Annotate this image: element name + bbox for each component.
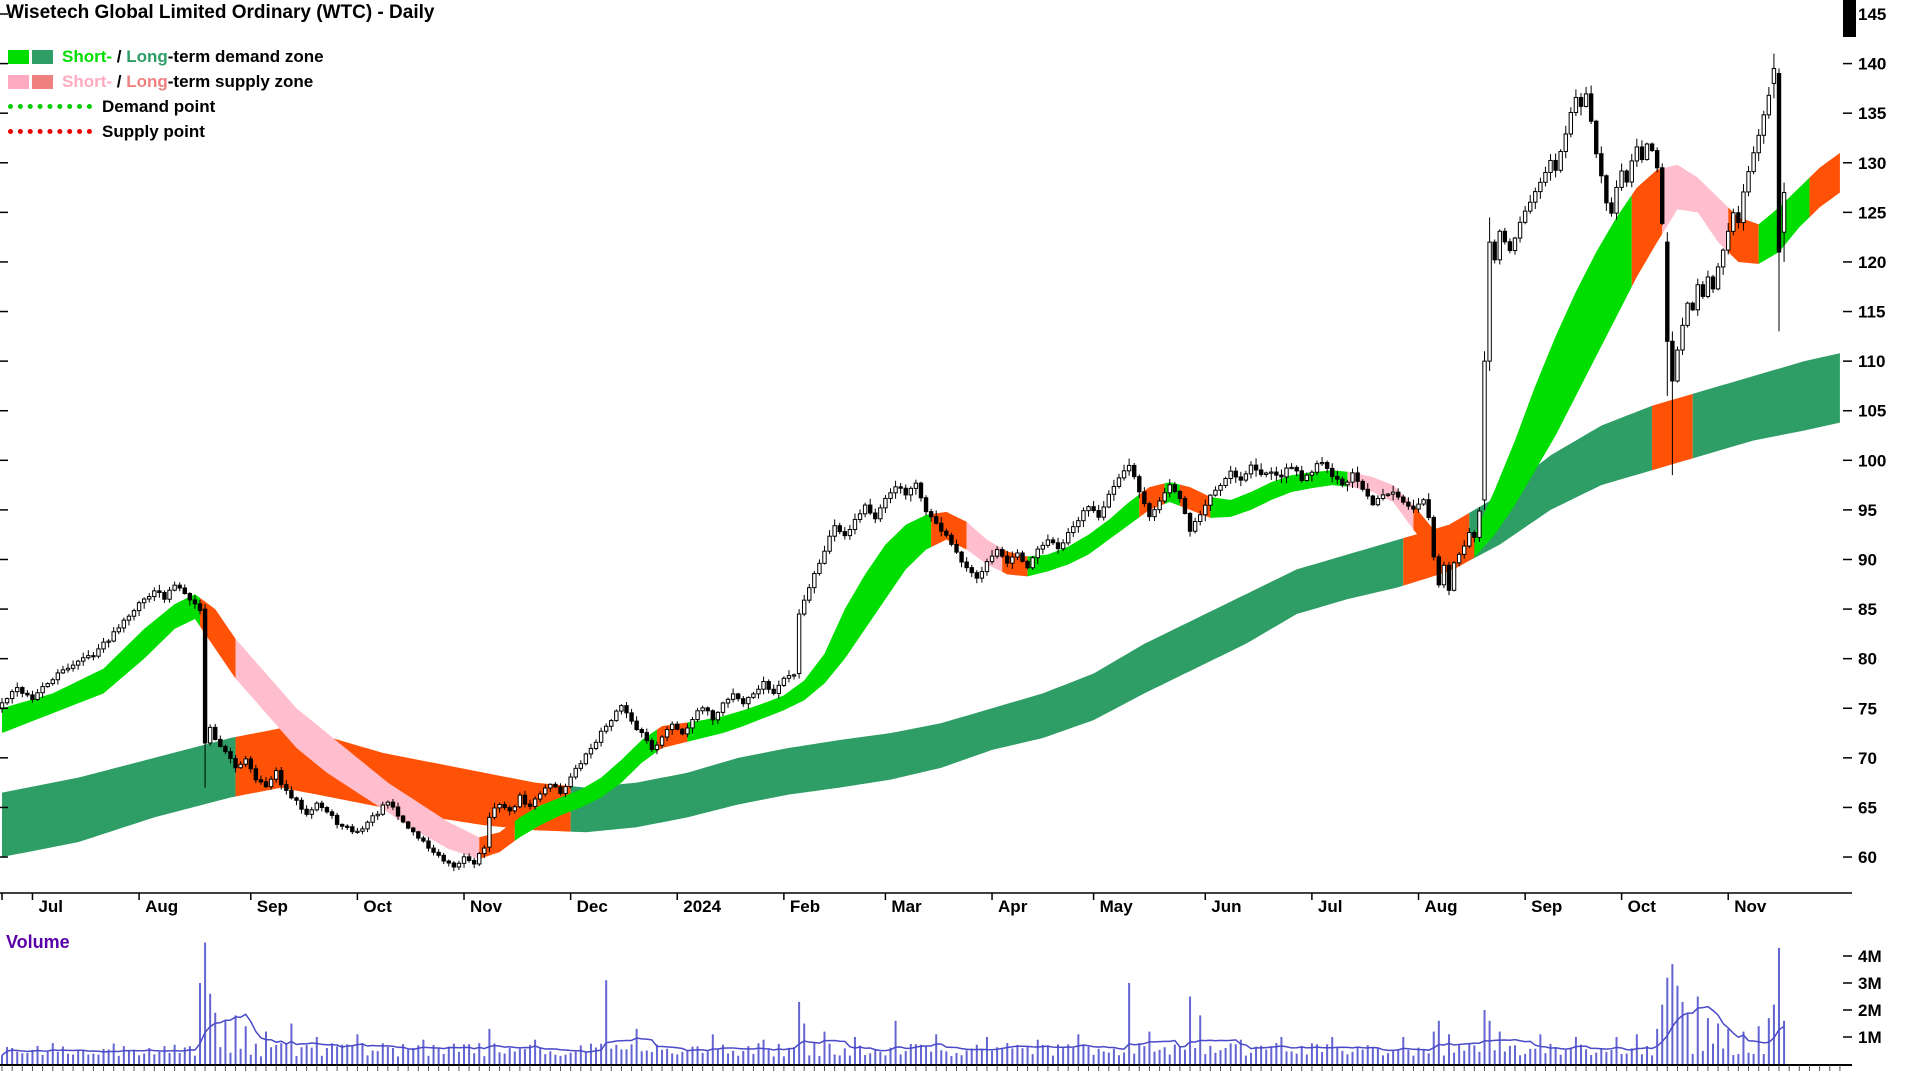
candles	[0, 53, 1787, 872]
legend-supply-rest: -term supply zone	[167, 71, 314, 91]
svg-text:2M: 2M	[1858, 1001, 1882, 1020]
short-supply-swatch	[8, 74, 29, 89]
volume-axis-labels: 4M 3M 2M 1M	[1843, 947, 1882, 1047]
top-right-edge-marker	[1843, 0, 1856, 37]
svg-text:80: 80	[1858, 650, 1877, 669]
legend: Short- / Long -term demand zone Short- / …	[8, 44, 324, 144]
legend-supply-sep: /	[112, 71, 127, 91]
legend-demand-long-label: Long	[126, 46, 168, 66]
legend-supply-point-label: Supply point	[102, 121, 205, 141]
svg-text:Feb: Feb	[790, 897, 820, 916]
svg-text:Aug: Aug	[1425, 897, 1458, 916]
svg-text:90: 90	[1858, 550, 1877, 569]
svg-text:125: 125	[1858, 203, 1886, 222]
long-supply-swatch	[32, 74, 53, 89]
legend-supply-zone: Short- / Long -term supply zone	[8, 69, 324, 94]
svg-text:85: 85	[1858, 600, 1877, 619]
volume-ma-line	[1, 1005, 1785, 1056]
svg-text:60: 60	[1858, 848, 1877, 867]
legend-demand-zone: Short- / Long -term demand zone	[8, 44, 324, 69]
svg-text:130: 130	[1858, 154, 1886, 173]
svg-text:May: May	[1100, 897, 1134, 916]
svg-text:120: 120	[1858, 253, 1886, 272]
svg-text:Dec: Dec	[577, 897, 608, 916]
bottom-minor-ticks	[1, 1065, 1841, 1071]
svg-text:Oct: Oct	[1628, 897, 1657, 916]
svg-text:95: 95	[1858, 501, 1877, 520]
svg-text:4M: 4M	[1858, 947, 1882, 966]
chart-title: Wisetech Global Limited Ordinary (WTC) -…	[6, 2, 435, 23]
demand-point-dotted-line	[8, 104, 92, 109]
supply-point-dotted-line	[8, 129, 92, 134]
legend-demand-short-label: Short-	[62, 46, 113, 66]
x-axis-labels: Jul Aug Sep Oct Nov Dec 2024 Feb Mar Apr May Jun Jul…	[1, 893, 1767, 916]
svg-text:70: 70	[1858, 749, 1877, 768]
svg-text:75: 75	[1858, 699, 1877, 718]
volume-bars	[1, 942, 1786, 1064]
long-demand-swatch	[32, 49, 53, 64]
svg-text:140: 140	[1858, 55, 1886, 74]
volume-pane-label: Volume	[6, 932, 70, 952]
legend-demand-sep: /	[112, 46, 127, 66]
svg-text:115: 115	[1858, 303, 1885, 322]
svg-text:2024: 2024	[683, 897, 721, 916]
svg-text:Jul: Jul	[38, 897, 63, 916]
svg-text:65: 65	[1858, 798, 1877, 817]
svg-text:Sep: Sep	[257, 897, 288, 916]
svg-text:1M: 1M	[1858, 1028, 1882, 1047]
svg-text:110: 110	[1858, 352, 1885, 371]
svg-text:Nov: Nov	[470, 897, 503, 916]
svg-text:145: 145	[1858, 5, 1886, 24]
svg-text:Apr: Apr	[998, 897, 1028, 916]
svg-text:Jun: Jun	[1211, 897, 1241, 916]
svg-text:Sep: Sep	[1531, 897, 1562, 916]
svg-text:Nov: Nov	[1734, 897, 1767, 916]
price-axis-labels: 145 140 135 130 125 120 115 110 105 100 95 90 85 80 75…	[0, 5, 1886, 867]
short-demand-swatch	[8, 49, 29, 64]
legend-supply-point: Supply point	[8, 119, 324, 144]
axes	[0, 892, 1852, 1066]
svg-text:100: 100	[1858, 451, 1886, 470]
svg-text:Mar: Mar	[891, 897, 922, 916]
legend-demand-point: Demand point	[8, 94, 324, 119]
svg-text:3M: 3M	[1858, 974, 1882, 993]
legend-supply-short-label: Short-	[62, 71, 113, 91]
svg-text:135: 135	[1858, 104, 1886, 123]
legend-supply-long-label: Long	[126, 71, 168, 91]
svg-text:Aug: Aug	[145, 897, 178, 916]
svg-text:105: 105	[1858, 402, 1886, 421]
svg-text:Jul: Jul	[1318, 897, 1343, 916]
svg-text:Oct: Oct	[363, 897, 392, 916]
legend-demand-point-label: Demand point	[102, 96, 216, 116]
legend-demand-rest: -term demand zone	[167, 46, 324, 66]
long-term-band	[2, 353, 1840, 858]
